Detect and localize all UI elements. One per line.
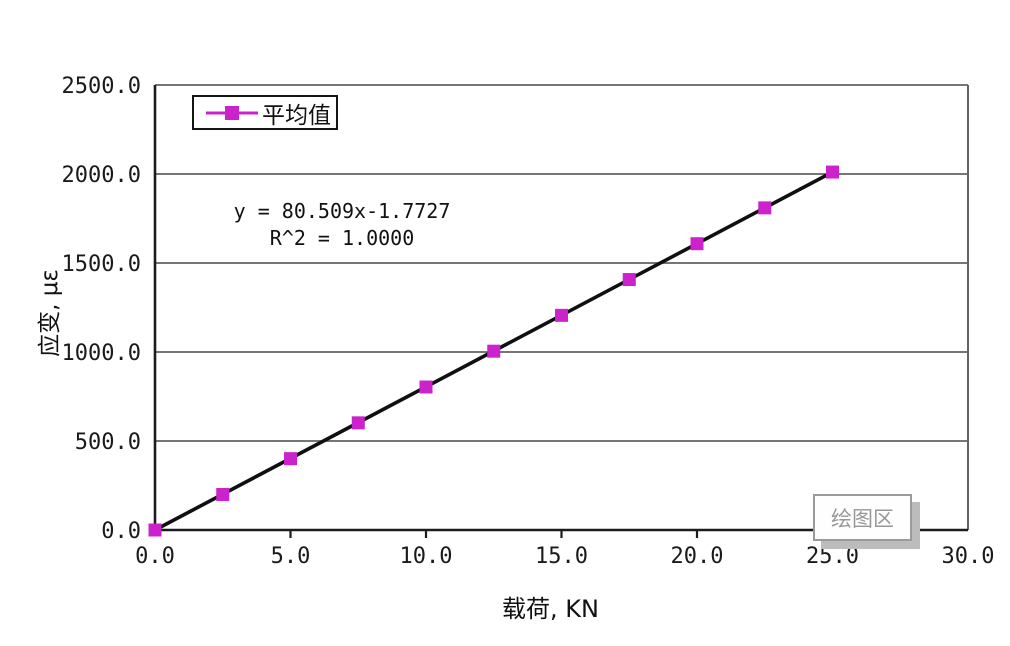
data-point-marker[interactable]: [351, 416, 365, 430]
x-tick-label: 15.0: [535, 544, 588, 569]
x-tick-label: 20.0: [671, 544, 724, 569]
x-tick-label: 5.0: [271, 544, 311, 569]
legend-label: 平均值: [262, 102, 331, 129]
trendline-equation: y = 80.509x-1.7727 R^2 = 1.0000: [234, 198, 451, 252]
y-tick-label: 2000.0: [62, 163, 141, 188]
data-point-marker[interactable]: [419, 380, 433, 394]
y-axis-title: 应变, με: [37, 269, 63, 357]
data-point-marker[interactable]: [826, 165, 839, 179]
x-axis-title: 载荷, KN: [502, 595, 599, 623]
trendline-r-squared: R^2 = 1.0000: [269, 226, 415, 250]
plot-area-tooltip: 绘图区: [813, 494, 912, 541]
x-tick-label: 25.0: [806, 544, 859, 569]
plot-area-tooltip-label: 绘图区: [831, 506, 894, 531]
data-point-marker[interactable]: [690, 237, 704, 251]
data-point-marker[interactable]: [487, 344, 501, 358]
x-tick-label: 30.0: [942, 544, 995, 569]
data-point-marker[interactable]: [622, 273, 636, 287]
trendline-equation-line: y = 80.509x-1.7727: [233, 199, 451, 223]
data-point-marker[interactable]: [216, 487, 230, 501]
legend[interactable]: 平均值: [192, 95, 338, 130]
y-tick-label: 1000.0: [62, 341, 141, 366]
x-tick-label: 0.0: [135, 544, 175, 569]
data-point-marker[interactable]: [148, 523, 162, 537]
x-tick-label: 10.0: [400, 544, 453, 569]
data-point-marker[interactable]: [284, 452, 297, 466]
data-point-marker[interactable]: [555, 308, 568, 322]
legend-series-marker-icon: [206, 105, 258, 120]
y-tick-label: 2500.0: [62, 74, 141, 99]
y-tick-label: 1500.0: [62, 252, 141, 277]
data-point-marker[interactable]: [758, 201, 772, 215]
y-tick-label: 0.0: [101, 519, 141, 544]
y-tick-label: 500.0: [75, 430, 141, 455]
